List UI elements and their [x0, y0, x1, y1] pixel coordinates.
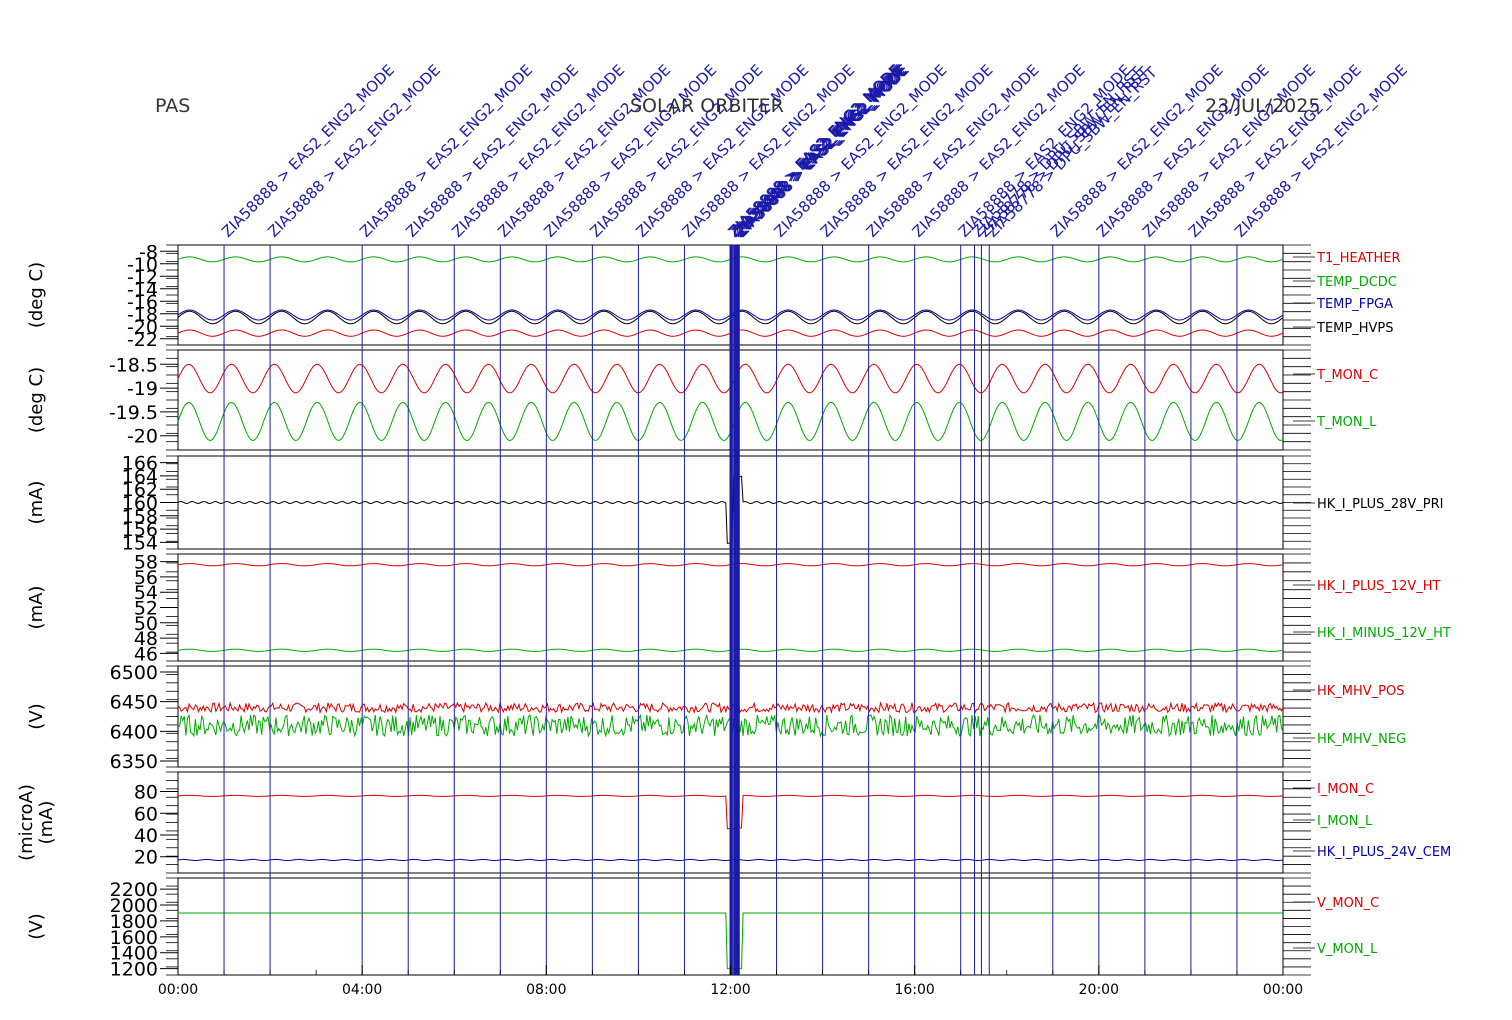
y-tick-label: 58	[134, 552, 158, 574]
y-tick-label: -22	[127, 329, 158, 351]
series-label: HK_I_PLUS_28V_PRI	[1317, 497, 1443, 512]
y-tick-label: 160	[122, 493, 158, 515]
y-tick-label: -10	[127, 254, 158, 276]
y-axis-label: (mA)	[26, 481, 47, 525]
x-tick-label: 20:00	[1079, 982, 1119, 998]
y-axis-label: (mA)	[26, 586, 47, 630]
series-label: TEMP_FPGA	[1316, 297, 1393, 312]
y-axis-label: (mA)	[36, 801, 57, 845]
y-tick-label: 2000	[110, 895, 158, 917]
y-tick-label: 54	[134, 582, 158, 604]
series-label: TEMP_DCDC	[1316, 275, 1397, 290]
y-tick-label: -12	[127, 266, 158, 288]
series-label: V_MON_L	[1317, 942, 1378, 957]
y-tick-label: -16	[127, 291, 158, 313]
x-tick-label: 16:00	[894, 982, 934, 998]
y-tick-label: 48	[134, 628, 158, 650]
y-tick-label: 1200	[110, 959, 158, 981]
y-tick-label: 46	[134, 643, 158, 665]
panel-5: 6500 6450 6400 6350 (V) HK_MHV_POS HK_MHV_NEG	[26, 662, 1406, 773]
event-label: ZIA58888 > EAS2_ENG2_MODE	[1139, 61, 1319, 241]
y-tick-label: 6500	[110, 662, 158, 684]
y-tick-label: 20	[134, 847, 158, 869]
x-tick-label: 04:00	[342, 982, 382, 998]
y-tick-label: 40	[134, 825, 158, 847]
y-tick-label: 162	[122, 479, 158, 501]
y-tick-label: 164	[122, 466, 158, 488]
y-tick-label: 80	[134, 782, 158, 804]
series-label: HK_I_PLUS_24V_CEM	[1317, 845, 1451, 860]
y-tick-label: -19.5	[109, 402, 158, 424]
y-tick-label: -14	[127, 279, 158, 301]
y-tick-label: 1600	[110, 927, 158, 949]
header-center: SOLAR ORBITER	[630, 95, 784, 117]
series-label: V_MON_C	[1317, 896, 1379, 911]
x-axis: 00:00 04:00 08:00 12:00 16:00 20:00 00:00	[158, 965, 1303, 998]
y-tick-label: 50	[134, 613, 158, 635]
series-label: T1_HEATHER	[1316, 251, 1401, 266]
y-tick-label: 156	[122, 519, 158, 541]
y-tick-label: 6400	[110, 721, 158, 743]
x-tick-label: 00:00	[158, 982, 198, 998]
header-right: 23/JUL/2025	[1205, 95, 1321, 117]
y-tick-label: 154	[122, 532, 158, 554]
series-label: HK_MHV_POS	[1317, 684, 1405, 699]
x-tick-label: 12:00	[710, 982, 750, 998]
y-tick-label: 6450	[110, 692, 158, 714]
panel-1: -8-10-12-14-16-18-20-22 (deg C) T1_HEATHER…	[26, 241, 1401, 351]
y-tick-label: 60	[134, 803, 158, 825]
y-tick-label: -8	[139, 241, 158, 263]
y-axis-label: (microA)	[16, 784, 37, 861]
y-axis-label: (V)	[26, 913, 47, 939]
series-label: I_MON_L	[1317, 814, 1373, 829]
y-tick-label: 166	[122, 453, 158, 475]
x-tick-label: 00:00	[1263, 982, 1303, 998]
y-tick-label: 2200	[110, 879, 158, 901]
series-label: HK_I_PLUS_12V_HT	[1317, 579, 1441, 594]
series-label: T_MON_C	[1316, 368, 1378, 383]
series-label: HK_MHV_NEG	[1317, 732, 1406, 747]
header-left: PAS	[155, 95, 191, 117]
series-label: I_MON_C	[1317, 782, 1374, 797]
y-tick-label: 1800	[110, 911, 158, 933]
y-tick-label: -18	[127, 304, 158, 326]
series-label: HK_I_MINUS_12V_HT	[1317, 626, 1451, 641]
series-label: T_MON_L	[1316, 415, 1377, 430]
y-tick-label: 6350	[110, 751, 158, 773]
y-tick-label: -20	[127, 426, 158, 448]
y-axis-label: (V)	[26, 703, 47, 729]
y-tick-label: 1400	[110, 943, 158, 965]
y-tick-label: -19	[127, 378, 158, 400]
y-tick-label: 158	[122, 506, 158, 528]
panel-2: -18.5-19-19.5-20 (deg C) T_MON_C T_MON_L	[26, 349, 1378, 451]
y-axis-label: (deg C)	[26, 367, 47, 433]
y-axis-label: (deg C)	[26, 262, 47, 328]
series-label: TEMP_HVPS	[1316, 321, 1393, 336]
y-tick-label: 56	[134, 567, 158, 589]
y-tick-label: -20	[127, 316, 158, 338]
y-tick-label: 52	[134, 598, 158, 620]
x-tick-label: 08:00	[526, 982, 566, 998]
y-tick-label: -18.5	[109, 354, 158, 376]
